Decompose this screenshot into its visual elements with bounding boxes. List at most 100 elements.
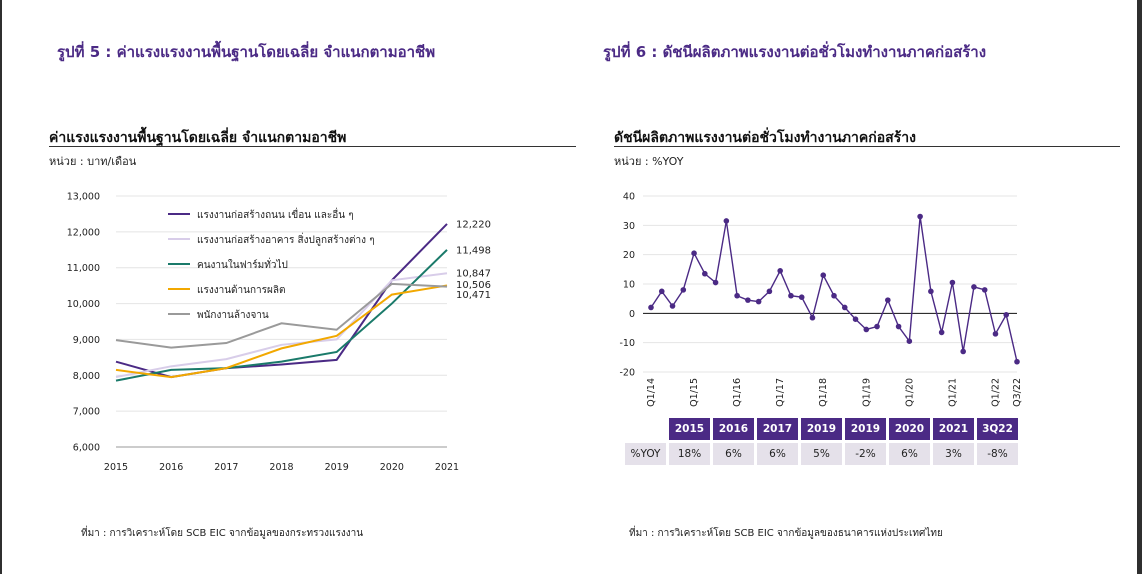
series-end-label: 10,471 <box>456 290 491 301</box>
x-tick-label: 2019 <box>325 462 349 473</box>
y-tick-label: 13,000 <box>67 192 100 203</box>
data-point <box>669 303 676 309</box>
wage-series-line <box>115 284 448 379</box>
data-point <box>658 288 665 295</box>
legend-label: แรงงานด้านการผลิต <box>197 284 286 296</box>
yoy-value-cell: 18% <box>669 443 710 465</box>
wage-series-line <box>115 282 448 349</box>
data-point <box>820 272 827 279</box>
x-tick-label: Q1/20 <box>904 378 915 407</box>
data-point <box>906 338 913 345</box>
y-tick-label: 0 <box>629 309 635 320</box>
y-tick-label: 10,000 <box>67 299 100 310</box>
x-tick-label: 2021 <box>435 462 459 473</box>
productivity-series-line <box>650 216 1018 362</box>
yoy-header-cell: 3Q22 <box>977 418 1018 440</box>
series-end-label: 11,498 <box>456 245 491 256</box>
figure-5-title: รูปที่ 5 : ค่าแรงแรงงานพื้นฐานโดยเฉลี่ย … <box>57 43 436 61</box>
x-tick-label: 2015 <box>104 462 128 473</box>
left-panel-rule <box>49 146 576 147</box>
data-point <box>885 297 891 303</box>
yoy-header-cell: 2017 <box>757 418 798 440</box>
data-point <box>960 348 966 355</box>
right-frame-border <box>1137 0 1142 574</box>
data-point <box>809 314 816 321</box>
data-point <box>734 292 740 299</box>
yoy-value-cell: -8% <box>977 443 1018 465</box>
x-tick-label: Q1/18 <box>818 378 829 407</box>
series-end-label: 10,506 <box>456 280 491 291</box>
x-tick-label: Q1/14 <box>646 378 657 407</box>
x-tick-label: 2018 <box>269 462 293 473</box>
data-point <box>863 326 870 333</box>
left-panel-title: ค่าแรงแรงงานพื้นฐานโดยเฉลี่ย จำแนกตามอาช… <box>49 130 347 146</box>
data-point <box>917 213 923 220</box>
data-point <box>1003 312 1010 318</box>
y-tick-label: -10 <box>619 338 635 349</box>
yoy-header-cell: 2019 <box>801 418 842 440</box>
right-panel-rule <box>614 146 1120 147</box>
legend-label: พนักงานล้างจาน <box>197 309 269 321</box>
data-point <box>745 297 751 303</box>
data-point <box>691 250 697 256</box>
legend-label: แรงงานก่อสร้างอาคาร สิ่งปลูกสร้างต่าง ๆ <box>197 232 375 246</box>
data-point <box>766 288 773 295</box>
data-point <box>992 331 999 337</box>
right-panel-unit: หน่วย : %YOY <box>614 155 684 168</box>
legend-label: แรงงานก่อสร้างถนน เขื่อน และอื่น ๆ <box>197 207 354 221</box>
yoy-table-header-row: 2015 2016 2017 2019 2019 2020 2021 3Q22 <box>625 418 1018 440</box>
yoy-row-label: %YOY <box>625 443 666 465</box>
y-tick-label: 6,000 <box>73 443 100 454</box>
data-point <box>841 304 848 311</box>
data-point <box>831 292 837 299</box>
y-tick-label: 30 <box>623 221 635 232</box>
data-point <box>680 287 687 293</box>
yoy-table: 2015 2016 2017 2019 2019 2020 2021 3Q22 … <box>622 415 1021 468</box>
data-point <box>981 287 988 293</box>
x-tick-label: 2017 <box>214 462 238 473</box>
right-source-note: ที่มา : การวิเคราะห์โดย SCB EIC จากข้อมู… <box>629 528 943 539</box>
yoy-header-cell: 2015 <box>669 418 710 440</box>
data-point <box>1014 358 1020 365</box>
y-tick-label: 10 <box>623 280 635 291</box>
wage-series-line <box>115 272 448 379</box>
data-point <box>852 316 859 323</box>
y-tick-label: 8,000 <box>73 371 100 382</box>
x-tick-label: Q1/16 <box>732 378 743 407</box>
data-point <box>928 288 934 295</box>
x-tick-label: Q3/22 <box>1012 378 1023 407</box>
data-point <box>702 270 708 277</box>
x-tick-label: Q1/15 <box>689 378 700 407</box>
data-point <box>723 218 730 224</box>
left-source-note: ที่มา : การวิเคราะห์โดย SCB EIC จากข้อมู… <box>81 528 364 539</box>
series-end-label: 12,220 <box>456 219 491 230</box>
data-point <box>648 304 654 311</box>
data-point <box>938 329 945 336</box>
series-end-label: 10,847 <box>456 269 491 280</box>
data-point <box>971 284 977 290</box>
x-tick-label: Q1/22 <box>990 378 1001 407</box>
y-tick-label: 20 <box>623 250 635 261</box>
data-point <box>949 279 956 286</box>
data-point <box>755 298 762 305</box>
yoy-value-cell: -2% <box>845 443 886 465</box>
wage-series-line <box>115 249 448 382</box>
x-tick-label: Q1/21 <box>947 378 958 407</box>
right-panel-title: ดัชนีผลิตภาพแรงงานต่อชั่วโมงทำงานภาคก่อส… <box>614 130 916 146</box>
x-tick-label: Q1/17 <box>775 378 786 407</box>
data-point <box>788 292 794 299</box>
y-tick-label: 11,000 <box>67 263 100 274</box>
yoy-header-cell: 2016 <box>713 418 754 440</box>
y-tick-label: 9,000 <box>73 335 100 346</box>
y-tick-label: 40 <box>623 192 635 203</box>
yoy-table-value-row: %YOY 18% 6% 6% 5% -2% 6% 3% -8% <box>625 443 1018 465</box>
yoy-header-cell: 2019 <box>845 418 886 440</box>
y-tick-label: 12,000 <box>67 227 100 238</box>
yoy-value-cell: 6% <box>757 443 798 465</box>
x-tick-label: Q1/19 <box>861 378 872 407</box>
yoy-value-cell: 6% <box>713 443 754 465</box>
data-point <box>874 323 880 330</box>
yoy-header-cell: 2021 <box>933 418 974 440</box>
yoy-value-cell: 6% <box>889 443 930 465</box>
